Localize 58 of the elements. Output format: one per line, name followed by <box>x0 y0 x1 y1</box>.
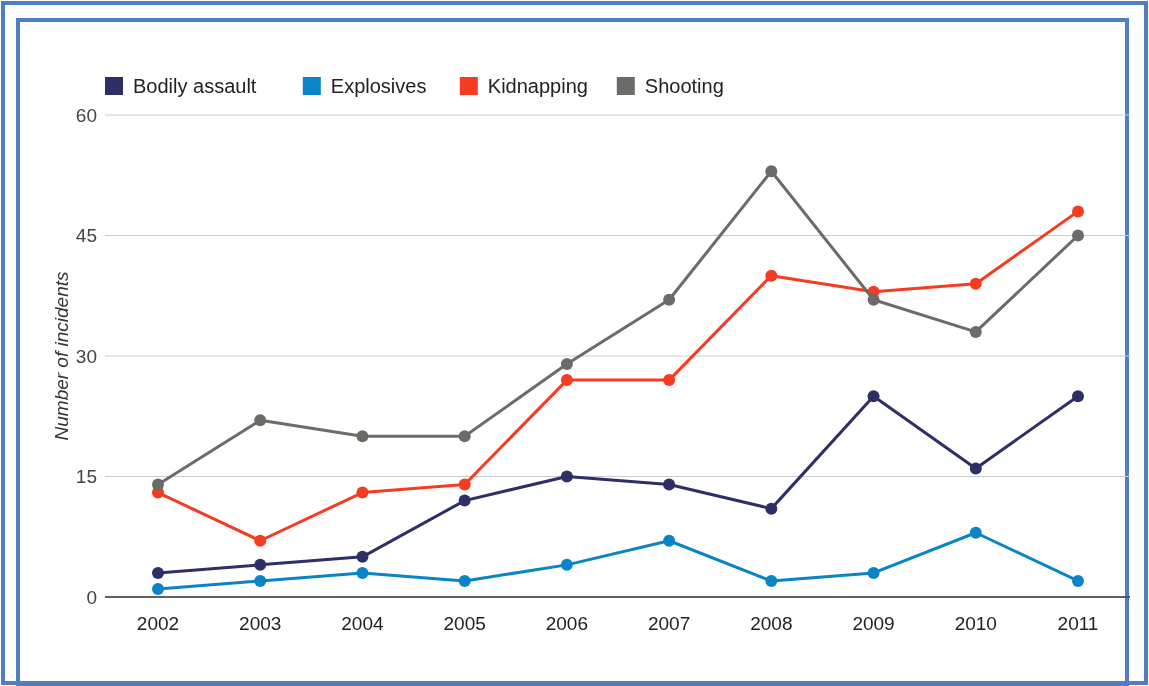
point <box>867 390 880 403</box>
legend-label: Explosives <box>330 75 427 97</box>
point <box>458 430 471 443</box>
point <box>765 574 778 587</box>
point <box>254 558 267 571</box>
x-tick-label: 2006 <box>545 613 589 634</box>
point <box>867 293 880 306</box>
point <box>254 414 267 427</box>
y-tick-label: 45 <box>75 225 97 247</box>
point <box>765 269 778 282</box>
x-tick-label: 2010 <box>954 613 997 634</box>
x-tick-label: 2004 <box>341 613 384 634</box>
y-tick-label: 15 <box>75 466 97 488</box>
point <box>765 502 778 515</box>
point <box>356 430 369 443</box>
point <box>867 566 880 579</box>
x-tick-label: 2009 <box>852 613 895 634</box>
point <box>152 566 164 579</box>
point <box>663 534 676 547</box>
x-tick-label: 2005 <box>443 613 486 634</box>
point <box>254 534 267 547</box>
point <box>458 478 471 491</box>
point <box>969 462 982 475</box>
point <box>560 358 573 371</box>
x-tick-label: 2002 <box>136 613 180 634</box>
point <box>969 325 982 338</box>
point <box>765 165 778 178</box>
point <box>1072 205 1084 218</box>
legend-label: Kidnapping <box>487 75 588 97</box>
x-tick-label: 2003 <box>239 613 282 634</box>
point <box>969 277 982 290</box>
y-tick-label: 60 <box>75 104 97 126</box>
point <box>458 574 471 587</box>
point <box>1072 229 1084 242</box>
point <box>560 558 573 571</box>
point <box>663 293 676 306</box>
point <box>356 550 369 563</box>
point <box>663 374 676 387</box>
point <box>356 566 369 579</box>
point <box>458 494 471 507</box>
x-tick-label: 2007 <box>647 613 691 634</box>
point <box>560 374 573 387</box>
point <box>560 470 573 483</box>
point <box>254 574 267 587</box>
y-axis-title: Number of incidents <box>51 271 72 441</box>
legend-label: Shooting <box>644 75 724 97</box>
legend-label: Bodily assault <box>133 75 257 97</box>
point <box>152 582 164 595</box>
y-tick-label: 0 <box>86 586 97 608</box>
x-tick-label: 2011 <box>1057 613 1099 634</box>
point <box>1072 574 1084 587</box>
point <box>152 478 164 491</box>
point <box>1072 390 1084 403</box>
point <box>663 478 676 491</box>
point <box>356 486 369 499</box>
point <box>969 526 982 539</box>
y-tick-label: 30 <box>75 345 97 367</box>
x-tick-label: 2008 <box>750 613 793 634</box>
